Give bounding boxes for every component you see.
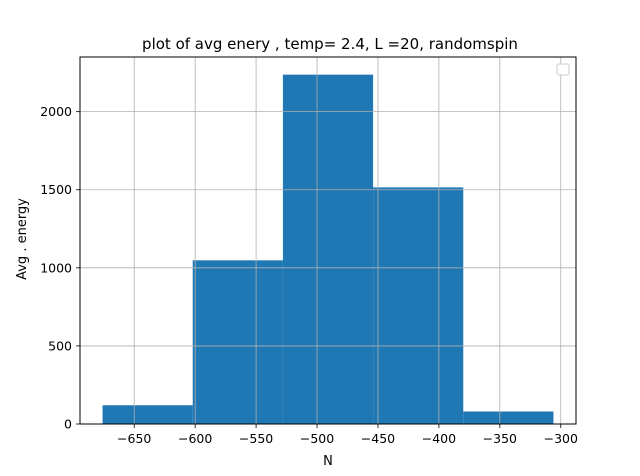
x-tick-label-3: −500 — [300, 431, 334, 446]
histogram-bar-1 — [192, 260, 283, 424]
histogram-bar-3 — [373, 187, 464, 424]
x-tick-label-4: −450 — [361, 431, 395, 446]
x-axis-label: N — [323, 454, 333, 469]
y-tick-label-3: 1500 — [40, 182, 72, 197]
x-tick-label-1: −600 — [178, 431, 212, 446]
y-axis-ticks: 0 500 1000 1500 2000 — [40, 104, 80, 432]
legend-box — [556, 63, 570, 76]
x-tick-label-5: −400 — [422, 431, 456, 446]
y-tick-label-2: 1000 — [40, 260, 72, 275]
histogram-bar-0 — [102, 405, 193, 424]
bars — [102, 74, 554, 425]
plot-frame — [79, 56, 577, 425]
histogram-bar-2 — [282, 74, 374, 425]
x-tick-label-6: −350 — [483, 431, 517, 446]
histogram-bar-4 — [463, 411, 554, 424]
x-tick-label-7: −300 — [544, 431, 578, 446]
chart-title: plot of avg enery , temp= 2.4, L =20, ra… — [142, 35, 518, 53]
y-axis-label: Avg . energy — [15, 198, 30, 280]
y-tick-label-4: 2000 — [40, 104, 72, 119]
y-tick-label-1: 500 — [48, 338, 72, 353]
y-tick-label-0: 0 — [64, 417, 72, 432]
x-axis-ticks: −650 −600 −550 −500 −450 −400 −350 −300 — [117, 424, 578, 446]
x-tick-label-0: −650 — [117, 431, 151, 446]
x-tick-label-2: −550 — [239, 431, 273, 446]
grid-lines — [80, 57, 576, 425]
